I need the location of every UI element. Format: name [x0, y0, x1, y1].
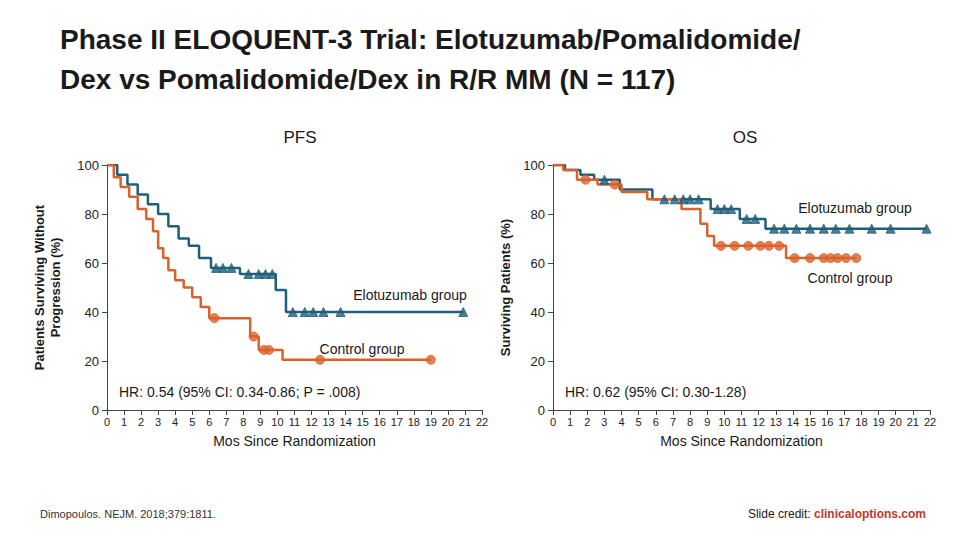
svg-text:0: 0 [538, 403, 545, 418]
svg-text:80: 80 [531, 207, 545, 222]
svg-text:100: 100 [523, 158, 545, 173]
svg-text:HR: 0.54 (95% CI: 0.34-0.86; P: HR: 0.54 (95% CI: 0.34-0.86; P = .008) [119, 384, 360, 400]
svg-text:1: 1 [121, 416, 127, 428]
svg-text:17: 17 [838, 416, 850, 428]
svg-text:7: 7 [670, 416, 676, 428]
svg-text:100: 100 [77, 158, 99, 173]
svg-text:19: 19 [425, 416, 437, 428]
svg-text:Phase II ELOQUENT-3 Trial: Elo: Phase II ELOQUENT-3 Trial: Elotuzumab/Po… [60, 24, 801, 55]
svg-text:8: 8 [687, 416, 693, 428]
svg-text:20: 20 [531, 354, 545, 369]
svg-text:22: 22 [924, 416, 936, 428]
svg-text:Patients Surviving Without: Patients Surviving Without [32, 204, 47, 370]
svg-text:20: 20 [442, 416, 454, 428]
svg-text:40: 40 [531, 305, 545, 320]
svg-text:OS: OS [733, 128, 758, 147]
svg-text:80: 80 [85, 207, 99, 222]
svg-text:16: 16 [374, 416, 386, 428]
svg-text:20: 20 [890, 416, 902, 428]
svg-text:14: 14 [340, 416, 352, 428]
svg-text:Elotuzumab group: Elotuzumab group [353, 287, 467, 303]
svg-text:clinicaloptions.com: clinicaloptions.com [814, 507, 926, 521]
svg-text:20: 20 [85, 354, 99, 369]
svg-text:18: 18 [855, 416, 867, 428]
svg-text:18: 18 [408, 416, 420, 428]
svg-text:10: 10 [271, 416, 283, 428]
svg-text:7: 7 [223, 416, 229, 428]
svg-text:13: 13 [322, 416, 334, 428]
svg-text:9: 9 [257, 416, 263, 428]
svg-text:9: 9 [704, 416, 710, 428]
svg-text:15: 15 [357, 416, 369, 428]
svg-text:60: 60 [85, 256, 99, 271]
svg-text:Control group: Control group [320, 341, 405, 357]
svg-text:8: 8 [240, 416, 246, 428]
svg-text:3: 3 [155, 416, 161, 428]
svg-text:Mos Since Randomization: Mos Since Randomization [213, 433, 376, 449]
svg-text:40: 40 [85, 305, 99, 320]
svg-text:0: 0 [92, 403, 99, 418]
svg-text:10: 10 [718, 416, 730, 428]
svg-text:5: 5 [189, 416, 195, 428]
svg-text:16: 16 [821, 416, 833, 428]
svg-text:17: 17 [391, 416, 403, 428]
svg-text:Elotuzumab group: Elotuzumab group [798, 200, 912, 216]
svg-text:PFS: PFS [283, 128, 316, 147]
svg-text:6: 6 [206, 416, 212, 428]
svg-text:0: 0 [550, 416, 556, 428]
svg-text:11: 11 [736, 416, 747, 428]
svg-text:15: 15 [804, 416, 816, 428]
svg-text:HR: 0.62 (95% CI: 0.30-1.28): HR: 0.62 (95% CI: 0.30-1.28) [565, 384, 746, 400]
svg-text:1: 1 [567, 416, 573, 428]
svg-text:4: 4 [618, 416, 624, 428]
svg-text:Slide credit:: Slide credit: [748, 507, 811, 521]
svg-text:14: 14 [787, 416, 799, 428]
svg-text:2: 2 [584, 416, 590, 428]
svg-text:19: 19 [872, 416, 884, 428]
svg-text:4: 4 [172, 416, 178, 428]
svg-text:2: 2 [138, 416, 144, 428]
svg-text:21: 21 [459, 416, 471, 428]
svg-text:6: 6 [653, 416, 659, 428]
svg-text:12: 12 [753, 416, 765, 428]
svg-text:21: 21 [907, 416, 919, 428]
svg-text:Control group: Control group [808, 270, 893, 286]
svg-text:Dimopoulos. NEJM. 2018;379:181: Dimopoulos. NEJM. 2018;379:1811. [40, 508, 216, 520]
svg-text:Progression (%): Progression (%) [48, 238, 63, 338]
svg-text:11: 11 [289, 416, 300, 428]
svg-text:3: 3 [601, 416, 607, 428]
svg-text:60: 60 [531, 256, 545, 271]
svg-text:22: 22 [476, 416, 488, 428]
svg-text:13: 13 [770, 416, 782, 428]
svg-text:12: 12 [305, 416, 317, 428]
svg-text:Dex vs Pomalidomide/Dex in R/R: Dex vs Pomalidomide/Dex in R/R MM (N = 1… [60, 64, 675, 95]
svg-text:Surviving Patients (%): Surviving Patients (%) [498, 219, 513, 356]
svg-text:0: 0 [104, 416, 110, 428]
svg-text:Mos Since Randomization: Mos Since Randomization [660, 433, 823, 449]
svg-text:5: 5 [636, 416, 642, 428]
